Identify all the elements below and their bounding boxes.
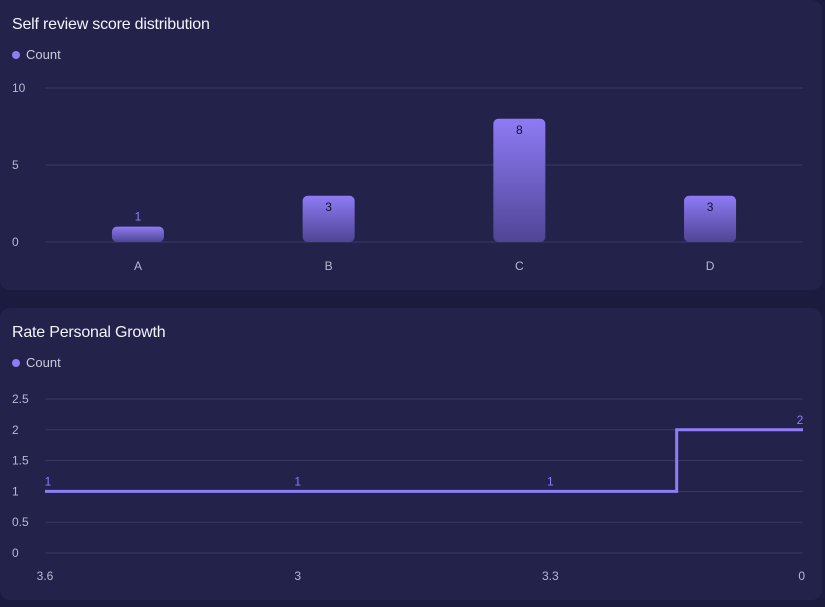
data-label: 3 [707, 200, 714, 214]
personal-growth-card: Rate Personal Growth Count 0 0.5 1 1.5 2 2.5 3… [0, 308, 822, 600]
y-tick-label: 10 [12, 81, 26, 95]
legend-dot-icon [12, 50, 20, 59]
legend-label: Count [26, 47, 61, 62]
bar [111, 226, 164, 242]
x-tick-label: B [325, 259, 333, 273]
bar [302, 195, 355, 242]
legend-label: Count [26, 355, 61, 370]
score-distribution-legend[interactable]: Count [12, 47, 61, 62]
data-label: 1 [45, 474, 52, 488]
x-tick-label: 3.6 [37, 569, 54, 583]
score-distribution-title: Self review score distribution [12, 16, 210, 33]
y-tick-label: 1 [12, 484, 19, 498]
y-tick-label: 0 [12, 235, 19, 249]
x-tick-label: A [134, 259, 142, 273]
x-tick-label: 0 [798, 569, 805, 583]
data-label: 3 [325, 200, 332, 214]
x-tick-label: C [515, 259, 524, 273]
y-tick-label: 0.5 [12, 515, 29, 529]
step-line-chart: 0 0.5 1 1.5 2 2.5 3.6 1 3 1 3.3 1 0 2 [12, 392, 805, 583]
data-label: 1 [135, 210, 142, 224]
data-label: 1 [547, 474, 554, 488]
y-tick-label: 2.5 [12, 392, 29, 406]
bar [684, 195, 737, 242]
y-tick-label: 5 [12, 158, 19, 172]
data-label: 1 [294, 474, 301, 488]
personal-growth-legend[interactable]: Count [12, 355, 61, 370]
data-label: 2 [797, 413, 804, 427]
y-tick-label: 2 [12, 423, 19, 437]
x-tick-label: D [706, 259, 715, 273]
series-line [45, 428, 803, 493]
bar [493, 118, 546, 242]
legend-dot-icon [12, 358, 20, 367]
y-tick-label: 0 [12, 546, 19, 560]
y-tick-label: 1.5 [12, 454, 29, 468]
bar-chart: 0 5 10 A 1 B 3 C 8 D 3 [12, 81, 803, 273]
score-distribution-card: Self review score distribution Count 0 5 1… [0, 0, 822, 290]
x-tick-label: 3 [294, 569, 301, 583]
x-tick-label: 3.3 [542, 569, 559, 583]
personal-growth-title: Rate Personal Growth [12, 324, 166, 341]
data-label: 8 [516, 123, 523, 137]
